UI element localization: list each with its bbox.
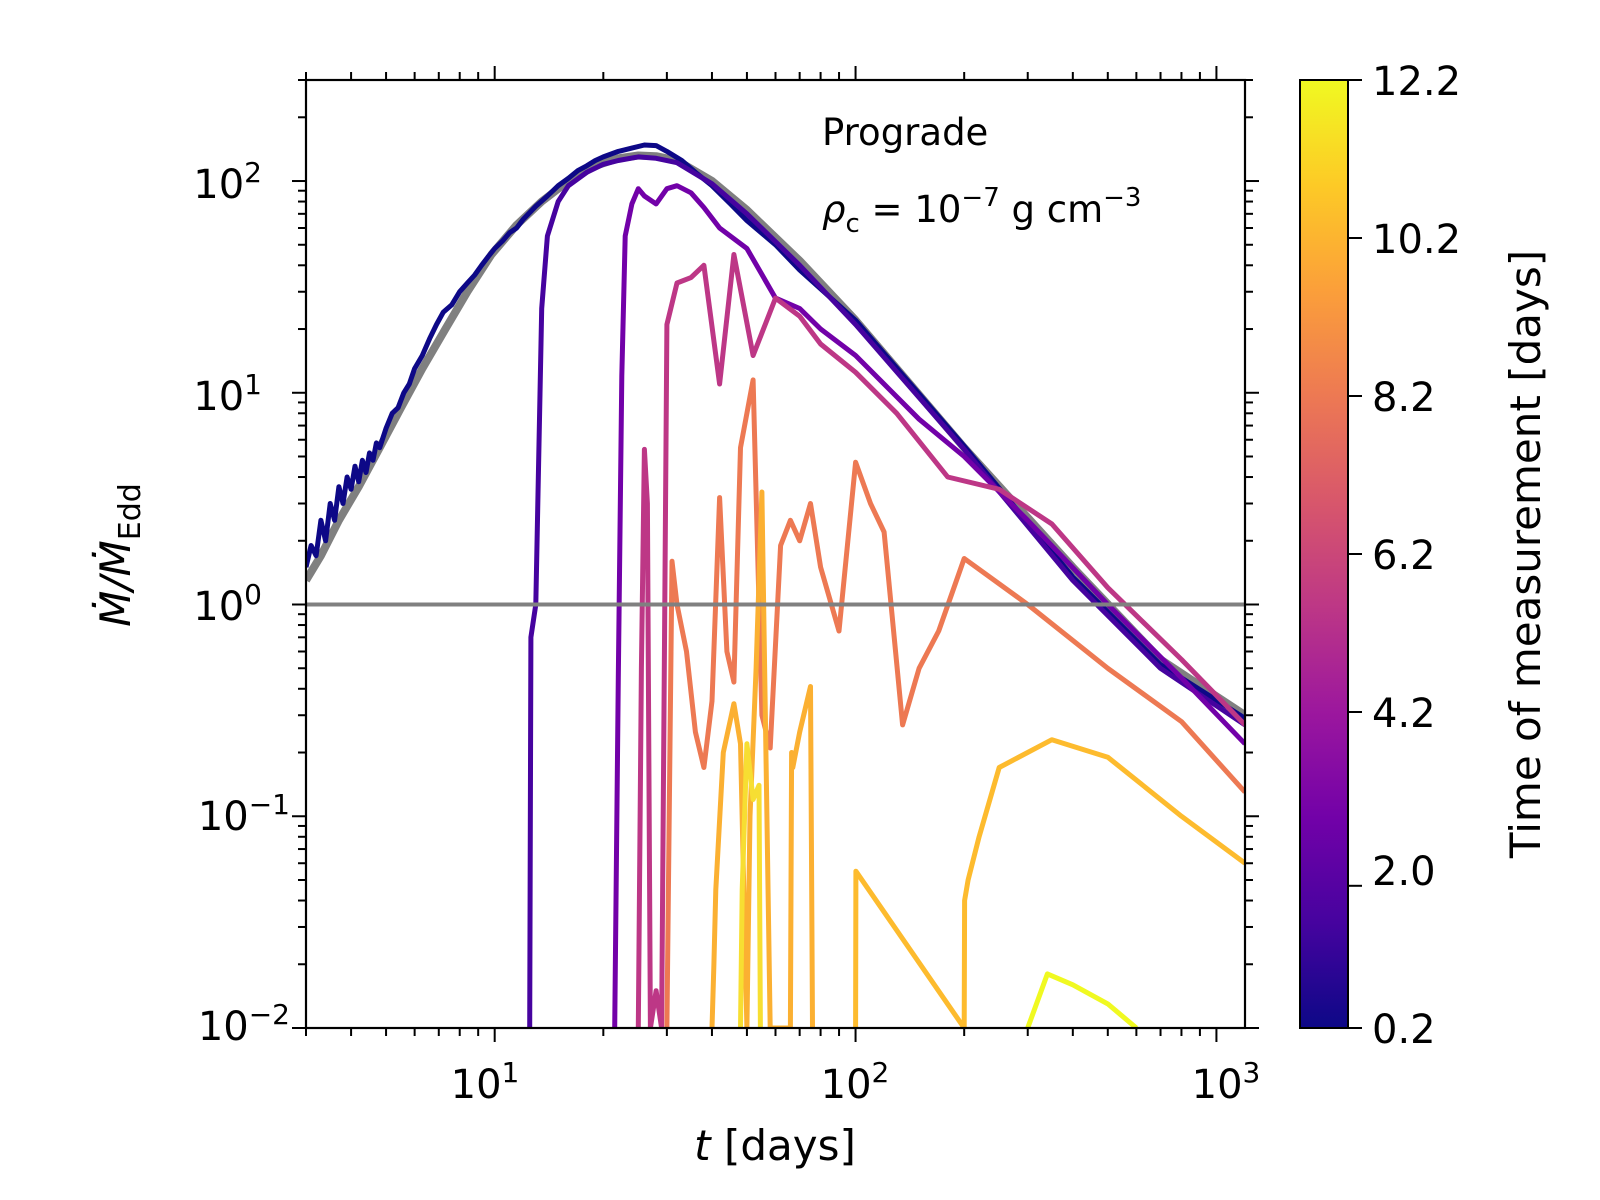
series-line-9 [1025, 971, 1139, 1028]
series-line-7 [853, 737, 1245, 1028]
colorbar-tick-2-0: 2.0 [1372, 849, 1436, 895]
colorbar [1299, 79, 1349, 1029]
x-tick-label-10-1: 101 [451, 1056, 520, 1108]
colorbar-tick-6-2: 6.2 [1372, 533, 1436, 579]
x-tick-label-10-2: 102 [821, 1056, 890, 1108]
series-line-2 [527, 154, 1245, 1028]
annotation-density: ρc = 10−7 g cm−3 [822, 183, 1141, 239]
series-line-5 [664, 377, 1245, 1028]
y-tick-label-10-minus2: 10−2 [198, 998, 290, 1050]
series-line-1 [306, 142, 1245, 721]
x-tick-label-10-3: 103 [1192, 1056, 1261, 1108]
series-line-3 [612, 183, 1245, 1028]
y-axis-title: Ṁ/ṀEdd [90, 483, 148, 627]
series-line-6 [709, 489, 815, 1028]
y-tick-label-10-1: 101 [193, 368, 262, 420]
axis-ticks [292, 66, 1259, 1042]
colorbar-tick-12-2: 12.2 [1372, 59, 1461, 105]
series-line-4 [635, 252, 1245, 1028]
y-tick-label-10-2: 102 [193, 156, 262, 208]
y-tick-label-10-0: 100 [193, 578, 262, 630]
x-axis-title: t [days] [694, 1121, 856, 1170]
series-line-8 [738, 741, 763, 1028]
colorbar-tick-8-2: 8.2 [1372, 375, 1436, 421]
annotation-prograde: Prograde [822, 111, 988, 154]
colorbar-tick-0-2: 0.2 [1372, 1007, 1436, 1053]
y-tick-label-10-minus1: 10−1 [198, 788, 290, 840]
colorbar-title: Time of measurement [days] [1501, 250, 1550, 859]
colorbar-tick-4-2: 4.2 [1372, 691, 1436, 737]
colorbar-ticks [1348, 79, 1362, 1029]
plot-area [306, 80, 1245, 1028]
colorbar-tick-10-2: 10.2 [1372, 217, 1461, 263]
series-layer [306, 142, 1245, 1028]
